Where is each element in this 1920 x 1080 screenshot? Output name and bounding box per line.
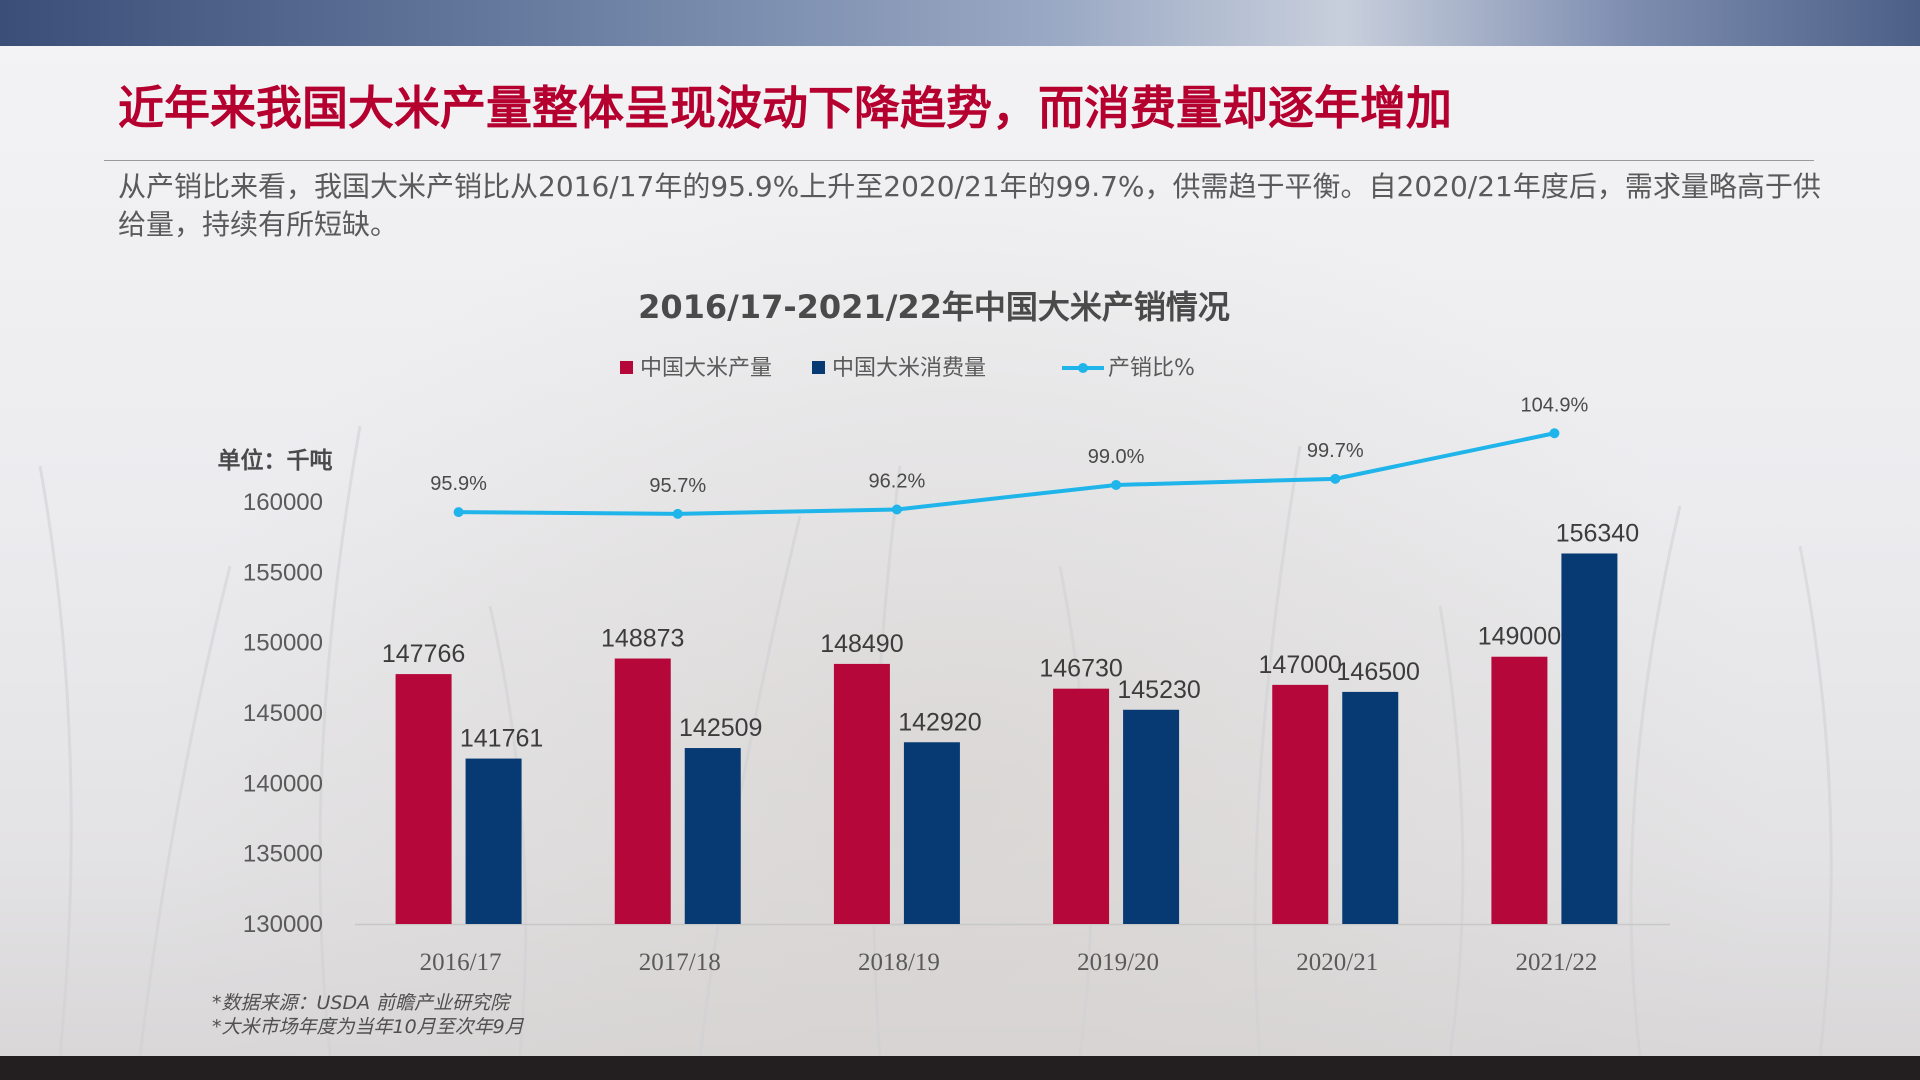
legend-swatch-consumption bbox=[812, 361, 825, 374]
bar-consumption bbox=[903, 742, 960, 924]
bottom-bar bbox=[0, 1056, 1920, 1080]
ratio-value-label: 104.9% bbox=[1520, 394, 1588, 416]
consumption-value-label: 156340 bbox=[1556, 519, 1639, 547]
bar-production bbox=[833, 663, 890, 924]
slide-headline: 近年来我国大米产量整体呈现波动下降趋势，而消费量却逐年增加 bbox=[118, 81, 1452, 135]
header-divider bbox=[104, 160, 1814, 161]
footnote-season: *大米市场年度为当年10月至次年9月 bbox=[212, 1016, 524, 1038]
production-value-label: 148490 bbox=[820, 630, 903, 658]
x-tick-label: 2020/21 bbox=[1296, 949, 1378, 976]
ratio-line bbox=[458, 431, 1555, 516]
x-tick-label: 2021/22 bbox=[1515, 949, 1597, 976]
footnote-source: *数据来源：USDA 前瞻产业研究院 bbox=[212, 992, 510, 1014]
ratio-point bbox=[1549, 428, 1560, 439]
ratio-value-label: 96.2% bbox=[869, 470, 926, 492]
consumption-value-label: 145230 bbox=[1117, 676, 1200, 704]
x-tick-label: 2016/17 bbox=[420, 949, 502, 976]
footnotes: *数据来源：USDA 前瞻产业研究院 *大米市场年度为当年10月至次年9月 bbox=[212, 991, 524, 1039]
legend-marker-ratio bbox=[1078, 363, 1088, 373]
y-tick-label: 150000 bbox=[243, 630, 323, 657]
bar-production bbox=[1272, 684, 1329, 924]
bar-production bbox=[614, 658, 671, 924]
legend-swatch-production bbox=[620, 361, 633, 374]
y-tick-label: 130000 bbox=[243, 911, 323, 938]
y-tick-label: 145000 bbox=[243, 700, 323, 727]
chart-title: 2016/17-2021/22年中国大米产销情况 bbox=[638, 288, 1230, 326]
y-tick-label: 140000 bbox=[243, 770, 323, 797]
ratio-point bbox=[1111, 479, 1122, 490]
consumption-value-label: 142509 bbox=[679, 714, 762, 742]
bar-consumption bbox=[1123, 709, 1180, 924]
x-tick-label: 2019/20 bbox=[1077, 949, 1159, 976]
consumption-value-label: 141761 bbox=[460, 725, 543, 753]
summary-text: 从产销比来看，我国大米产销比从2016/17年的95.9%上升至2020/21年… bbox=[118, 170, 1821, 241]
production-value-label: 148873 bbox=[601, 625, 684, 653]
bar-production bbox=[395, 674, 452, 924]
production-value-label: 147766 bbox=[382, 640, 465, 668]
consumption-value-label: 142920 bbox=[898, 708, 981, 736]
bar-consumption bbox=[684, 748, 741, 924]
bar-consumption bbox=[1342, 691, 1399, 924]
legend-label-production: 中国大米产量 bbox=[640, 356, 772, 381]
unit-label: 单位：千吨 bbox=[218, 447, 333, 474]
ratio-point bbox=[453, 507, 464, 518]
ratio-value-label: 99.7% bbox=[1307, 440, 1364, 462]
legend-label-ratio: 产销比% bbox=[1108, 356, 1195, 381]
bar-production bbox=[1491, 656, 1548, 924]
ratio-value-label: 95.7% bbox=[649, 475, 706, 497]
y-tick-label: 160000 bbox=[243, 489, 323, 516]
production-value-label: 147000 bbox=[1259, 651, 1342, 679]
ratio-point bbox=[672, 508, 683, 519]
y-tick-label: 155000 bbox=[243, 559, 323, 586]
bar-consumption bbox=[1561, 553, 1618, 924]
production-value-label: 146730 bbox=[1039, 655, 1122, 683]
x-tick-label: 2018/19 bbox=[858, 949, 940, 976]
ratio-point bbox=[1330, 473, 1341, 484]
y-tick-label: 135000 bbox=[243, 841, 323, 868]
x-tick-label: 2017/18 bbox=[639, 949, 721, 976]
sky-strip bbox=[0, 0, 1920, 46]
ratio-point bbox=[891, 504, 902, 515]
ratio-value-label: 99.0% bbox=[1088, 446, 1145, 468]
bar-production bbox=[1053, 688, 1110, 924]
production-value-label: 149000 bbox=[1478, 623, 1561, 651]
legend-label-consumption: 中国大米消费量 bbox=[832, 356, 986, 381]
ratio-value-label: 95.9% bbox=[430, 473, 487, 495]
bar-consumption bbox=[465, 758, 522, 924]
consumption-value-label: 146500 bbox=[1337, 658, 1420, 686]
